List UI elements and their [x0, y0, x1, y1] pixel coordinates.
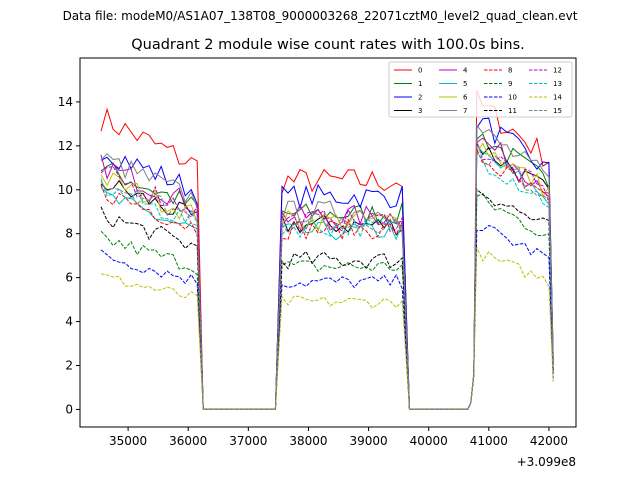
- legend-label-9: 9: [508, 80, 512, 88]
- series-line-1: [100, 133, 554, 410]
- series-line-8: [100, 149, 554, 410]
- legend-label-12: 12: [553, 67, 562, 75]
- series-line-2: [100, 117, 554, 410]
- y-tick-label: 0: [65, 402, 73, 416]
- y-tick-label: 8: [65, 227, 73, 241]
- series-line-3: [100, 143, 554, 410]
- series-line-10: [100, 224, 554, 410]
- x-tick-label: 35000: [109, 434, 147, 448]
- series-line-0: [100, 90, 554, 410]
- chart-title: Quadrant 2 module wise count rates with …: [131, 37, 525, 53]
- y-axis: 0 2 4 6 8 10 12 14: [58, 95, 80, 416]
- y-tick-label: 6: [65, 271, 73, 285]
- legend-label-0: 0: [418, 67, 422, 75]
- y-tick-label: 2: [65, 359, 73, 373]
- series-line-9: [100, 192, 554, 410]
- legend-label-6: 6: [463, 94, 468, 102]
- plot-area: 35000 36000 37000 38000 39000 40000 41000 42000…: [58, 57, 577, 469]
- y-tick-label: 14: [58, 95, 73, 109]
- series-line-12: [100, 140, 554, 410]
- series-line-5: [100, 143, 554, 410]
- series-line-15: [100, 139, 554, 410]
- axes-frame: [79, 57, 577, 428]
- legend-label-4: 4: [463, 67, 468, 75]
- legend-label-11: 11: [508, 107, 517, 115]
- y-tick-label: 10: [58, 183, 73, 197]
- x-tick-label: 42000: [530, 434, 568, 448]
- x-tick-label: 41000: [470, 434, 508, 448]
- y-tick-label: 12: [58, 139, 73, 153]
- x-tick-label: 37000: [229, 434, 267, 448]
- legend-box: [388, 61, 573, 118]
- y-tick-label: 4: [65, 315, 73, 329]
- series-layer: [100, 90, 554, 410]
- legend-label-15: 15: [553, 107, 562, 115]
- x-tick-label: 36000: [169, 434, 207, 448]
- legend-label-2: 2: [418, 94, 422, 102]
- legend-label-14: 14: [553, 94, 562, 102]
- legend-label-5: 5: [463, 80, 467, 88]
- series-line-4: [100, 137, 554, 410]
- series-line-6: [100, 142, 554, 410]
- series-line-11: [100, 188, 554, 410]
- series-line-14: [100, 247, 554, 410]
- series-line-7: [100, 123, 554, 410]
- legend-label-10: 10: [508, 94, 517, 102]
- x-axis: 35000 36000 37000 38000 39000 40000 41000 42000: [109, 427, 568, 448]
- legend-label-13: 13: [553, 80, 562, 88]
- x-tick-label: 39000: [349, 434, 387, 448]
- suptitle: Data file: modeM0/AS1A07_138T08_90000032…: [63, 9, 578, 23]
- series-line-13: [100, 150, 554, 410]
- x-offset-label: +3.099e8: [517, 455, 576, 469]
- x-tick-label: 40000: [410, 434, 448, 448]
- x-tick-label: 38000: [289, 434, 327, 448]
- legend-label-7: 7: [463, 107, 467, 115]
- legend-label-1: 1: [418, 80, 422, 88]
- legend-label-3: 3: [418, 107, 422, 115]
- legend-label-8: 8: [508, 67, 512, 75]
